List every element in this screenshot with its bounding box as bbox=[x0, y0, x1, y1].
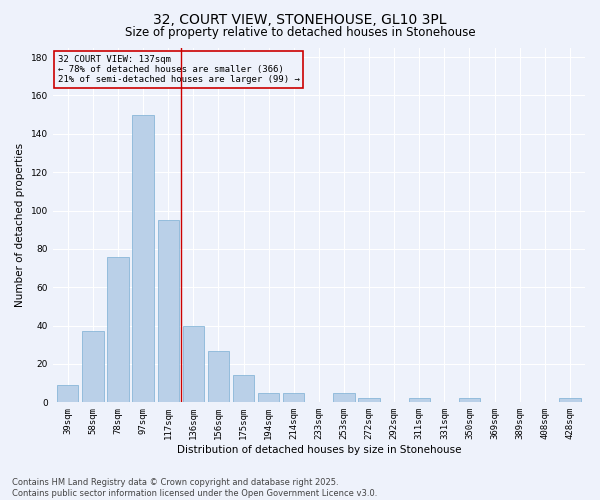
Bar bbox=[333, 392, 355, 402]
Text: Contains HM Land Registry data © Crown copyright and database right 2025.
Contai: Contains HM Land Registry data © Crown c… bbox=[12, 478, 377, 498]
Bar bbox=[208, 350, 229, 403]
Bar bbox=[559, 398, 581, 402]
Bar bbox=[258, 392, 279, 402]
Bar bbox=[82, 332, 104, 402]
Bar bbox=[133, 114, 154, 403]
Bar bbox=[233, 376, 254, 402]
Bar bbox=[358, 398, 380, 402]
Bar bbox=[57, 385, 79, 402]
Y-axis label: Number of detached properties: Number of detached properties bbox=[15, 143, 25, 307]
Text: 32, COURT VIEW, STONEHOUSE, GL10 3PL: 32, COURT VIEW, STONEHOUSE, GL10 3PL bbox=[153, 12, 447, 26]
Text: 32 COURT VIEW: 137sqm
← 78% of detached houses are smaller (366)
21% of semi-det: 32 COURT VIEW: 137sqm ← 78% of detached … bbox=[58, 54, 300, 84]
Bar bbox=[182, 326, 204, 402]
Bar bbox=[409, 398, 430, 402]
Bar bbox=[459, 398, 480, 402]
Bar bbox=[158, 220, 179, 402]
Bar bbox=[107, 256, 128, 402]
Text: Size of property relative to detached houses in Stonehouse: Size of property relative to detached ho… bbox=[125, 26, 475, 39]
X-axis label: Distribution of detached houses by size in Stonehouse: Distribution of detached houses by size … bbox=[176, 445, 461, 455]
Bar bbox=[283, 392, 304, 402]
